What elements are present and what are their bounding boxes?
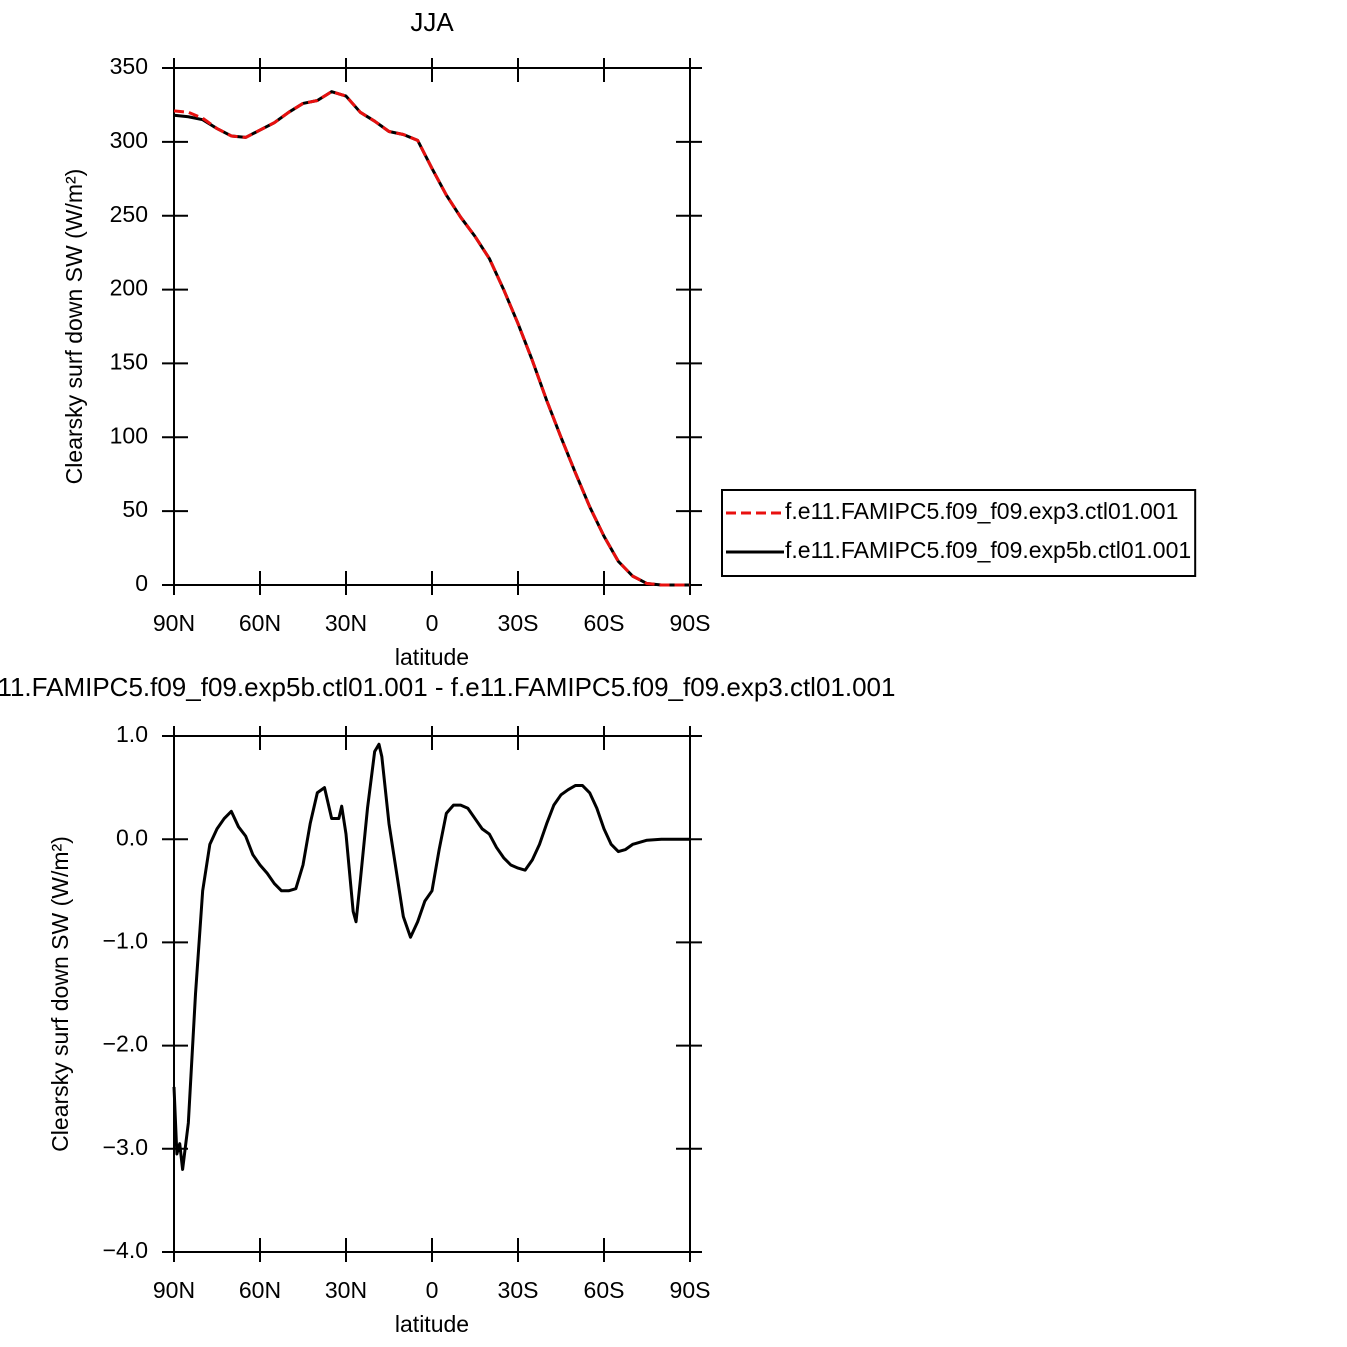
legend-label: f.e11.FAMIPC5.f09_f09.exp5b.ctl01.001 <box>785 537 1191 563</box>
x-tick-label: 60S <box>584 610 625 636</box>
y-tick-label: 250 <box>110 201 148 227</box>
y-axis-label: Clearsky surf down SW (W/m²) <box>47 836 73 1152</box>
x-tick-label: 60N <box>239 1277 281 1303</box>
x-axis-label: latitude <box>395 1311 469 1337</box>
x-tick-label: 90S <box>670 1277 711 1303</box>
y-tick-label: 100 <box>110 422 148 448</box>
x-tick-label: 90N <box>153 1277 195 1303</box>
y-tick-label: 200 <box>110 275 148 301</box>
x-tick-label: 60S <box>584 1277 625 1303</box>
plot-frame <box>173 67 691 586</box>
x-tick-label: 0 <box>426 610 439 636</box>
x-tick-label: 30N <box>325 1277 367 1303</box>
x-tick-label: 30S <box>498 610 539 636</box>
y-tick-label: 50 <box>122 496 148 522</box>
y-tick-label: −4.0 <box>103 1237 148 1263</box>
legend-box <box>721 489 1197 577</box>
y-tick-label: −2.0 <box>103 1031 148 1057</box>
x-tick-label: 30S <box>498 1277 539 1303</box>
data-line <box>172 742 690 1171</box>
chart-title: f.e11.FAMIPC5.f09_f09.exp5b.ctl01.001 - … <box>0 672 895 702</box>
y-tick-label: 0 <box>135 570 148 596</box>
y-tick-label: 0.0 <box>116 824 148 850</box>
x-tick-label: 90S <box>670 610 711 636</box>
y-tick-label: 300 <box>110 127 148 153</box>
y-tick-label: −1.0 <box>103 927 148 953</box>
x-axis-label: latitude <box>395 644 469 670</box>
x-tick-label: 60N <box>239 610 281 636</box>
y-tick-label: 1.0 <box>116 721 148 747</box>
y-axis-label: Clearsky surf down SW (W/m²) <box>61 169 87 485</box>
plot-frame <box>173 735 691 1253</box>
legend-label: f.e11.FAMIPC5.f09_f09.exp3.ctl01.001 <box>785 498 1178 524</box>
y-tick-label: −3.0 <box>103 1134 148 1160</box>
x-tick-label: 90N <box>153 610 195 636</box>
data-line <box>173 90 690 587</box>
x-tick-label: 30N <box>325 610 367 636</box>
chart-title: JJA <box>410 7 454 37</box>
y-tick-label: 350 <box>110 53 148 79</box>
x-tick-label: 0 <box>426 1277 439 1303</box>
y-tick-label: 150 <box>110 349 148 375</box>
